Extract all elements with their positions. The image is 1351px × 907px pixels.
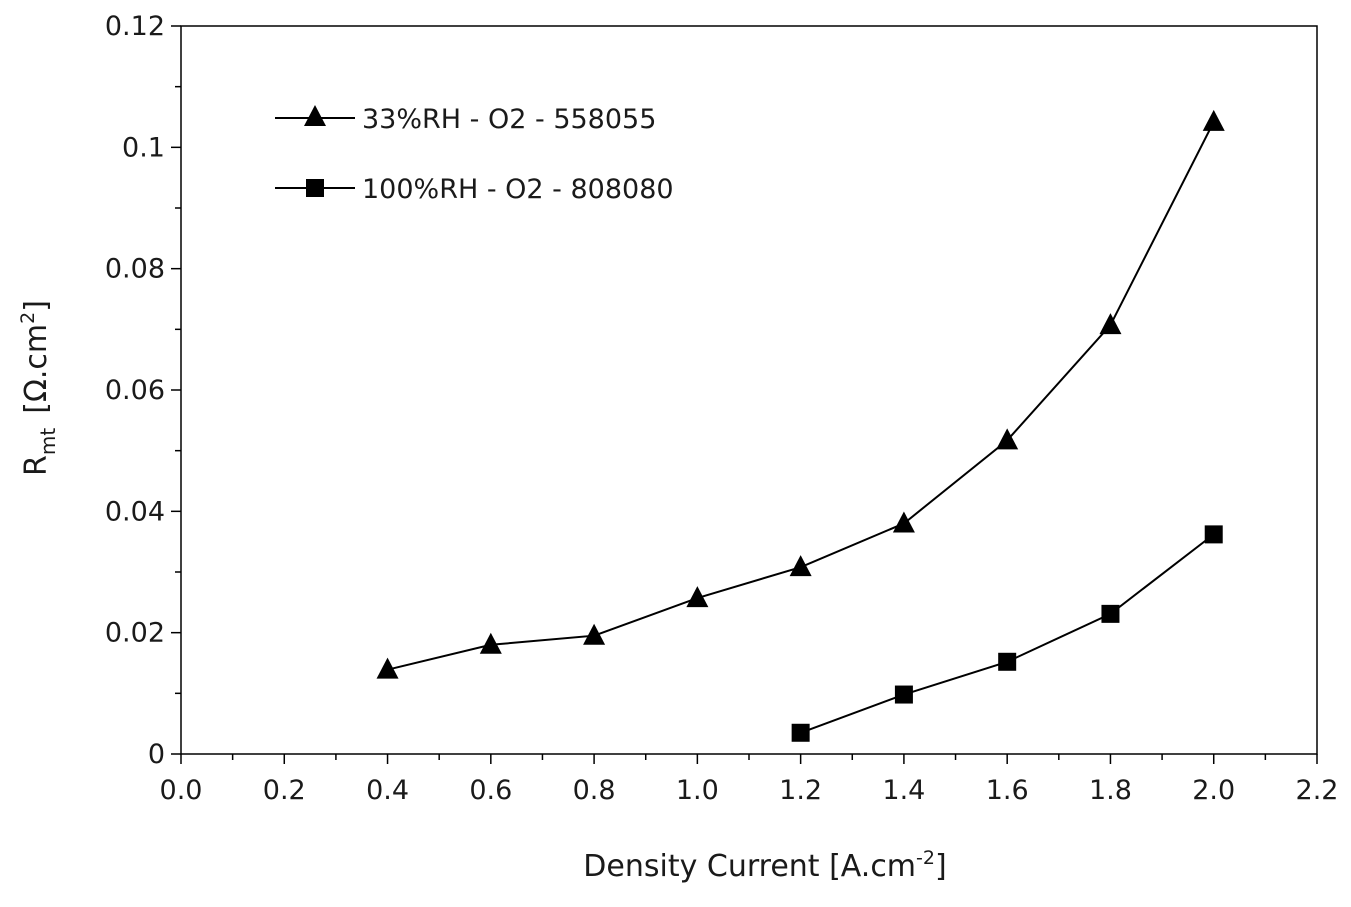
data-point-triangle [376,657,399,679]
x-axis-title-suffix: ] [935,849,947,884]
y-tick-label: 0.02 [105,618,165,649]
y-tick-label: 0.12 [105,11,165,42]
data-point-square [791,723,810,742]
x-tick-label: 0.6 [469,775,512,806]
legend-square-marker [306,179,324,197]
x-tick-label: 2.0 [1192,775,1235,806]
x-tick-label: 0.2 [263,775,306,806]
data-point-square [998,652,1017,671]
x-tick-label: 0.8 [573,775,616,806]
y-axis-title-suffix: ] [19,300,54,312]
legend-label-1: 33%RH - O2 - 558055 [362,104,656,135]
plot-area-frame [180,25,1318,755]
svg-text:Rmt[Ω.cm2]: Rmt [Ω.cm2] [17,300,60,476]
legend-label-2: 100%RH - O2 - 808080 [362,174,674,205]
data-point-triangle [1202,109,1225,131]
x-tick-label: 0.4 [366,775,409,806]
data-point-square [1204,525,1223,544]
data-point-square [1101,604,1120,623]
data-point-triangle [996,428,1019,450]
x-tick-label: 1.0 [676,775,719,806]
x-tick-label: 1.2 [779,775,822,806]
y-tick-label: 0.08 [105,254,165,285]
legend-item-2: 100%RH - O2 - 808080 [275,174,674,205]
x-axis-title-superscript: -2 [916,847,935,869]
data-point-triangle [479,632,502,654]
data-point-triangle [892,511,915,533]
y-axis-title-subscript: mt [36,428,60,455]
y-axis-title-main: R [19,455,54,476]
y-axis-title-unit: [Ω.cm [19,324,54,414]
x-tick-label: 1.6 [986,775,1029,806]
y-tick-label: 0.06 [105,375,165,406]
x-tick-label: 0.0 [160,775,203,806]
series-line-2 [800,533,1215,734]
legend-item-1: 33%RH - O2 - 558055 [275,104,656,135]
y-axis-title: Rmt [Ω.cm2] [17,300,60,476]
data-point-triangle [583,623,606,645]
x-tick-label: 1.4 [882,775,925,806]
data-point-square [894,685,913,704]
y-tick-label: 0 [148,739,165,770]
y-tick-label: 0.04 [105,496,165,527]
x-axis-title: Density Current [A.cm-2] [583,847,946,884]
data-point-triangle [686,586,709,608]
x-axis-title-text: Density Current [A.cm [583,849,916,884]
legend: 33%RH - O2 - 558055 100%RH - O2 - 808080 [275,104,674,205]
x-tick-label: 2.2 [1296,775,1339,806]
y-axis-title-superscript: 2 [17,312,39,324]
y-tick-label: 0.1 [122,132,165,163]
legend-triangle-marker [304,105,326,126]
data-point-triangle [1099,313,1122,335]
x-tick-label: 1.8 [1089,775,1132,806]
data-point-triangle [789,555,812,577]
